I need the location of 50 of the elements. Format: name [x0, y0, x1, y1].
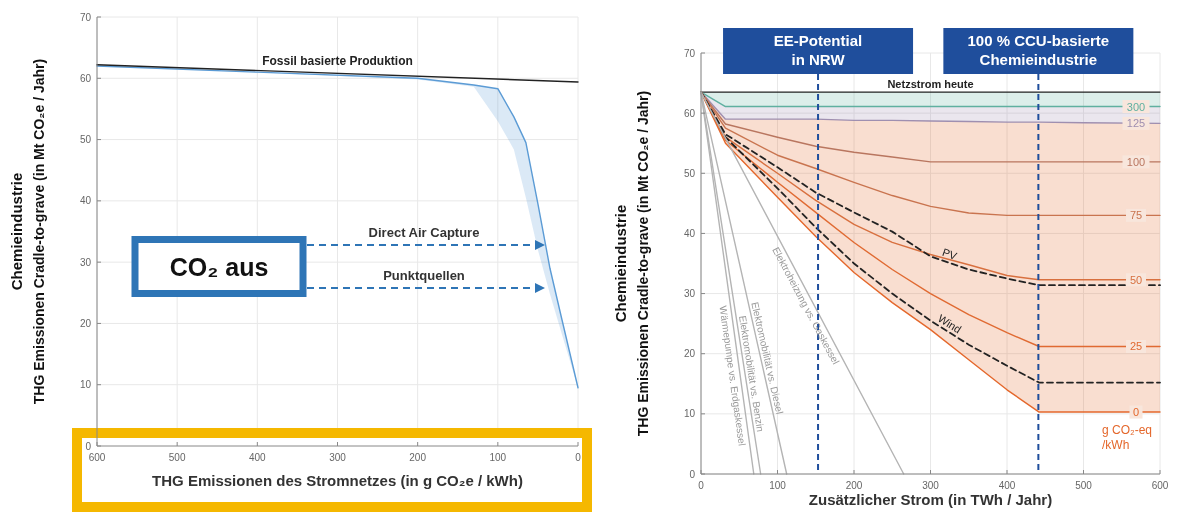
x-tick-label: 300	[922, 480, 940, 491]
annotation: Direct Air Capture	[368, 225, 480, 240]
x-tick-label: 500	[168, 452, 186, 463]
y-tick-label: 20	[683, 348, 696, 360]
series-label: 25	[1129, 340, 1143, 353]
series-label: 125	[1126, 117, 1146, 130]
x-tick-label: 0	[698, 480, 705, 491]
y-tick-label: 0	[85, 440, 92, 452]
y-tick-label: 60	[79, 72, 92, 84]
y-axis-title: Chemieindustrie THG Emissionen Cradle-to-grave (in Mt CO₂e / Jahr)	[8, 58, 47, 405]
series-label: 50	[1129, 273, 1143, 286]
series-label: Netzstrom heute	[887, 78, 974, 91]
series-label: 75	[1129, 209, 1143, 222]
ref-line-label: 100 % CCU-basierte Chemieindustrie	[967, 32, 1110, 68]
x-tick-label: 600	[88, 452, 106, 463]
y-tick-label: 50	[683, 167, 696, 179]
y-tick-label: 50	[79, 134, 92, 146]
x-tick-label: 400	[248, 452, 267, 463]
y-tick-label: 10	[683, 408, 696, 420]
x-axis-title: THG Emissionen des Stromnetzes (in g CO₂e / kWh)	[152, 472, 523, 489]
y-tick-label: 70	[683, 47, 696, 59]
text: PV	[940, 245, 960, 263]
y-tick-label: 60	[683, 107, 696, 119]
x-tick-label: 100	[769, 480, 787, 491]
y-tick-label: 10	[79, 379, 92, 391]
x-tick-label: 100	[489, 452, 507, 463]
y-tick-label: 20	[79, 317, 92, 329]
y-tick-label: 30	[79, 256, 92, 268]
series-label: 100	[1126, 155, 1146, 168]
x-tick-label: 600	[1151, 480, 1169, 491]
y-tick-label: 70	[79, 11, 92, 23]
ref-line-label: EE-Potential in NRW	[773, 32, 863, 68]
x-tick-label: 200	[845, 480, 863, 491]
y-tick-label: 40	[683, 227, 696, 239]
x-tick-label: 300	[329, 452, 347, 463]
x-tick-label: 200	[409, 452, 427, 463]
x-tick-label: 400	[998, 480, 1016, 491]
annotation: g CO₂-eq /kWh	[1102, 423, 1153, 452]
series-label: 300	[1126, 100, 1146, 113]
y-tick-label: 40	[79, 195, 92, 207]
y-tick-label: 30	[683, 288, 696, 300]
x-axis-title: Zusätzlicher Strom (in TWh / Jahr)	[808, 491, 1053, 508]
y-tick-label: 0	[689, 468, 696, 480]
series-label: 0	[1132, 406, 1140, 419]
x-tick-label: 500	[1075, 480, 1093, 491]
x-tick-label: 0	[575, 452, 582, 463]
series-label: Fossil basierte Produktion	[262, 54, 413, 69]
annotation: CO₂ aus	[169, 252, 269, 281]
annotation: Punktquellen	[383, 268, 465, 283]
y-axis-title: Chemieindustrie THG Emissionen Cradle-to-grave (in Mt CO₂e / Jahr)	[612, 90, 651, 437]
